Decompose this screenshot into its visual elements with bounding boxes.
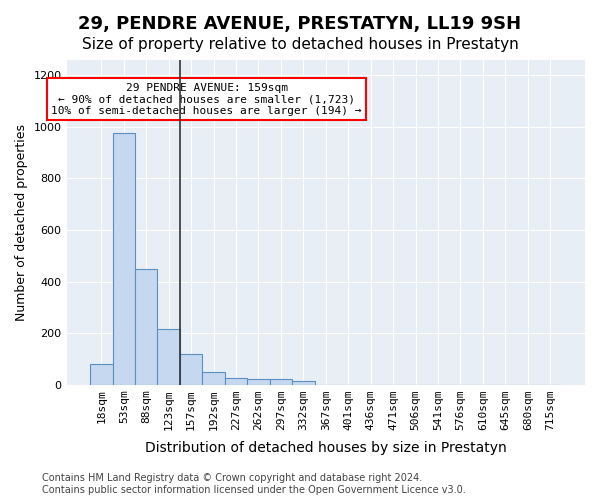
Text: Contains HM Land Registry data © Crown copyright and database right 2024.
Contai: Contains HM Land Registry data © Crown c… — [42, 474, 466, 495]
Bar — [225, 378, 247, 384]
Text: Size of property relative to detached houses in Prestatyn: Size of property relative to detached ho… — [82, 38, 518, 52]
Text: 29 PENDRE AVENUE: 159sqm
← 90% of detached houses are smaller (1,723)
10% of sem: 29 PENDRE AVENUE: 159sqm ← 90% of detach… — [51, 82, 362, 116]
Text: 29, PENDRE AVENUE, PRESTATYN, LL19 9SH: 29, PENDRE AVENUE, PRESTATYN, LL19 9SH — [79, 15, 521, 33]
Bar — [269, 380, 292, 384]
Bar — [180, 354, 202, 384]
Bar — [292, 382, 314, 384]
Bar — [157, 329, 180, 384]
Bar — [202, 372, 225, 384]
Bar — [135, 268, 157, 384]
X-axis label: Distribution of detached houses by size in Prestatyn: Distribution of detached houses by size … — [145, 441, 506, 455]
Bar — [247, 379, 269, 384]
Y-axis label: Number of detached properties: Number of detached properties — [15, 124, 28, 321]
Bar — [113, 134, 135, 384]
Bar — [90, 364, 113, 384]
